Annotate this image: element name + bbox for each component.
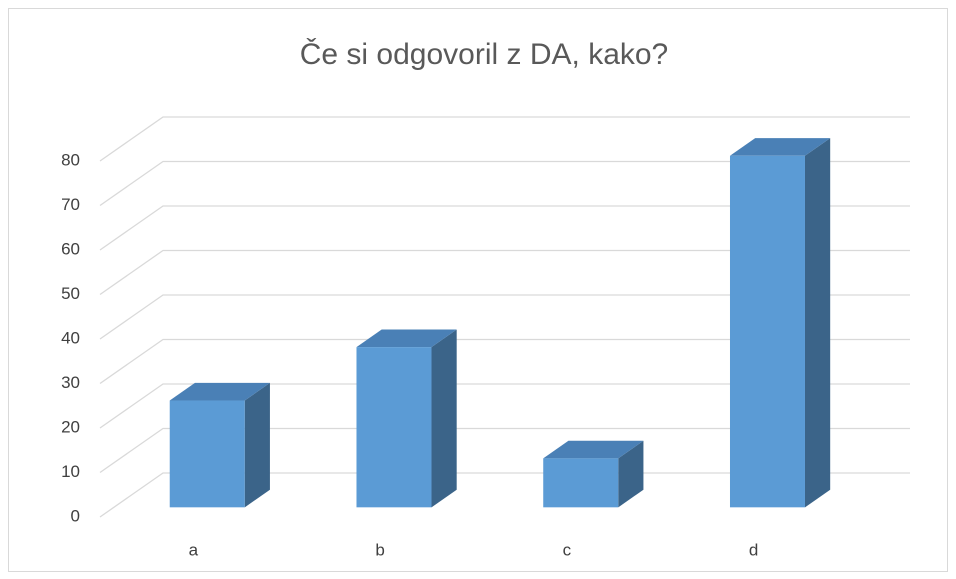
- x-tick-label: b: [375, 540, 384, 559]
- bar: [356, 347, 432, 508]
- grid-line: [99, 205, 910, 251]
- grid-line: [99, 383, 910, 429]
- x-tick-label: c: [563, 540, 572, 559]
- bar-side: [804, 138, 831, 508]
- grid-line: [99, 249, 910, 296]
- grid-line: [99, 472, 910, 518]
- x-tick-label: d: [749, 540, 758, 559]
- bar-side: [244, 382, 270, 508]
- y-tick-label: 40: [61, 328, 80, 347]
- x-tick-label: a: [189, 540, 199, 559]
- grid-line: [99, 294, 910, 340]
- grid-line: [99, 160, 910, 207]
- y-tick-label: 30: [61, 373, 80, 392]
- bar-top: [356, 329, 457, 348]
- grid-line: [99, 338, 910, 385]
- y-tick-label: 20: [61, 417, 80, 436]
- bar-side: [618, 440, 644, 508]
- bar-top: [543, 440, 644, 459]
- grid-line: [99, 116, 910, 162]
- bar-side: [431, 329, 457, 508]
- chart-title: Če si odgovoril z DA, kako?: [300, 37, 669, 71]
- y-tick-label: 80: [61, 150, 80, 169]
- y-tick-label: 60: [61, 239, 80, 258]
- grid-line: [99, 427, 910, 474]
- y-tick-label: 70: [61, 195, 80, 214]
- bar-top: [169, 382, 270, 401]
- bar: [543, 458, 619, 508]
- y-tick-label: 50: [61, 284, 80, 303]
- y-tick-label: 10: [61, 462, 80, 481]
- bar: [169, 400, 245, 508]
- y-tick-label: 0: [71, 506, 80, 525]
- bar-top: [729, 138, 831, 156]
- bar: [729, 155, 805, 508]
